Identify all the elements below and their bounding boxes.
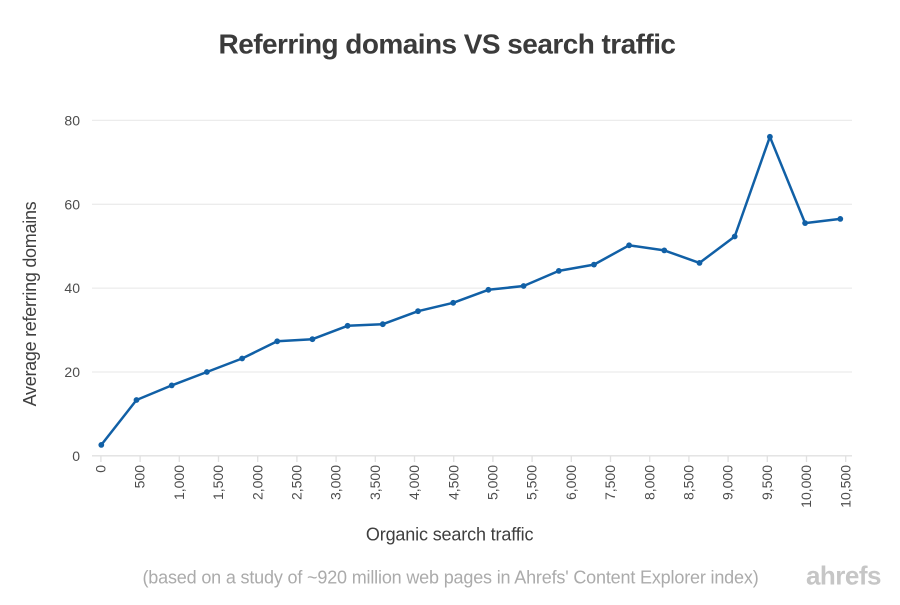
svg-text:10,000: 10,000	[798, 465, 814, 508]
svg-text:4,000: 4,000	[406, 465, 422, 500]
svg-text:80: 80	[64, 112, 80, 128]
svg-text:5,000: 5,000	[485, 465, 501, 500]
svg-text:10,500: 10,500	[837, 465, 853, 508]
svg-text:8,000: 8,000	[641, 465, 657, 500]
svg-text:40: 40	[64, 280, 80, 296]
svg-text:5,500: 5,500	[524, 465, 540, 500]
svg-text:Organic search traffic: Organic search traffic	[366, 524, 534, 544]
svg-text:20: 20	[64, 364, 80, 380]
svg-text:1,500: 1,500	[210, 465, 226, 500]
svg-text:2,000: 2,000	[249, 465, 265, 500]
svg-text:2,500: 2,500	[289, 465, 305, 500]
svg-text:9,000: 9,000	[720, 465, 736, 500]
svg-text:8,500: 8,500	[681, 465, 697, 500]
svg-text:7,500: 7,500	[602, 465, 618, 500]
svg-text:4,500: 4,500	[445, 465, 461, 500]
svg-text:9,500: 9,500	[759, 465, 775, 500]
svg-text:60: 60	[64, 196, 80, 212]
svg-text:3,500: 3,500	[367, 465, 383, 500]
svg-text:500: 500	[132, 465, 148, 489]
svg-text:Average referring domains: Average referring domains	[20, 201, 40, 406]
svg-text:3,000: 3,000	[328, 465, 344, 500]
svg-text:ahrefs: ahrefs	[806, 561, 881, 591]
svg-text:(based on a study of ~920 mill: (based on a study of ~920 million web pa…	[142, 568, 758, 588]
svg-text:0: 0	[72, 448, 80, 464]
svg-text:6,000: 6,000	[563, 465, 579, 500]
svg-text:0: 0	[93, 465, 109, 473]
svg-text:1,000: 1,000	[171, 465, 187, 500]
svg-text:Referring domains VS search tr: Referring domains VS search traffic	[219, 28, 676, 59]
